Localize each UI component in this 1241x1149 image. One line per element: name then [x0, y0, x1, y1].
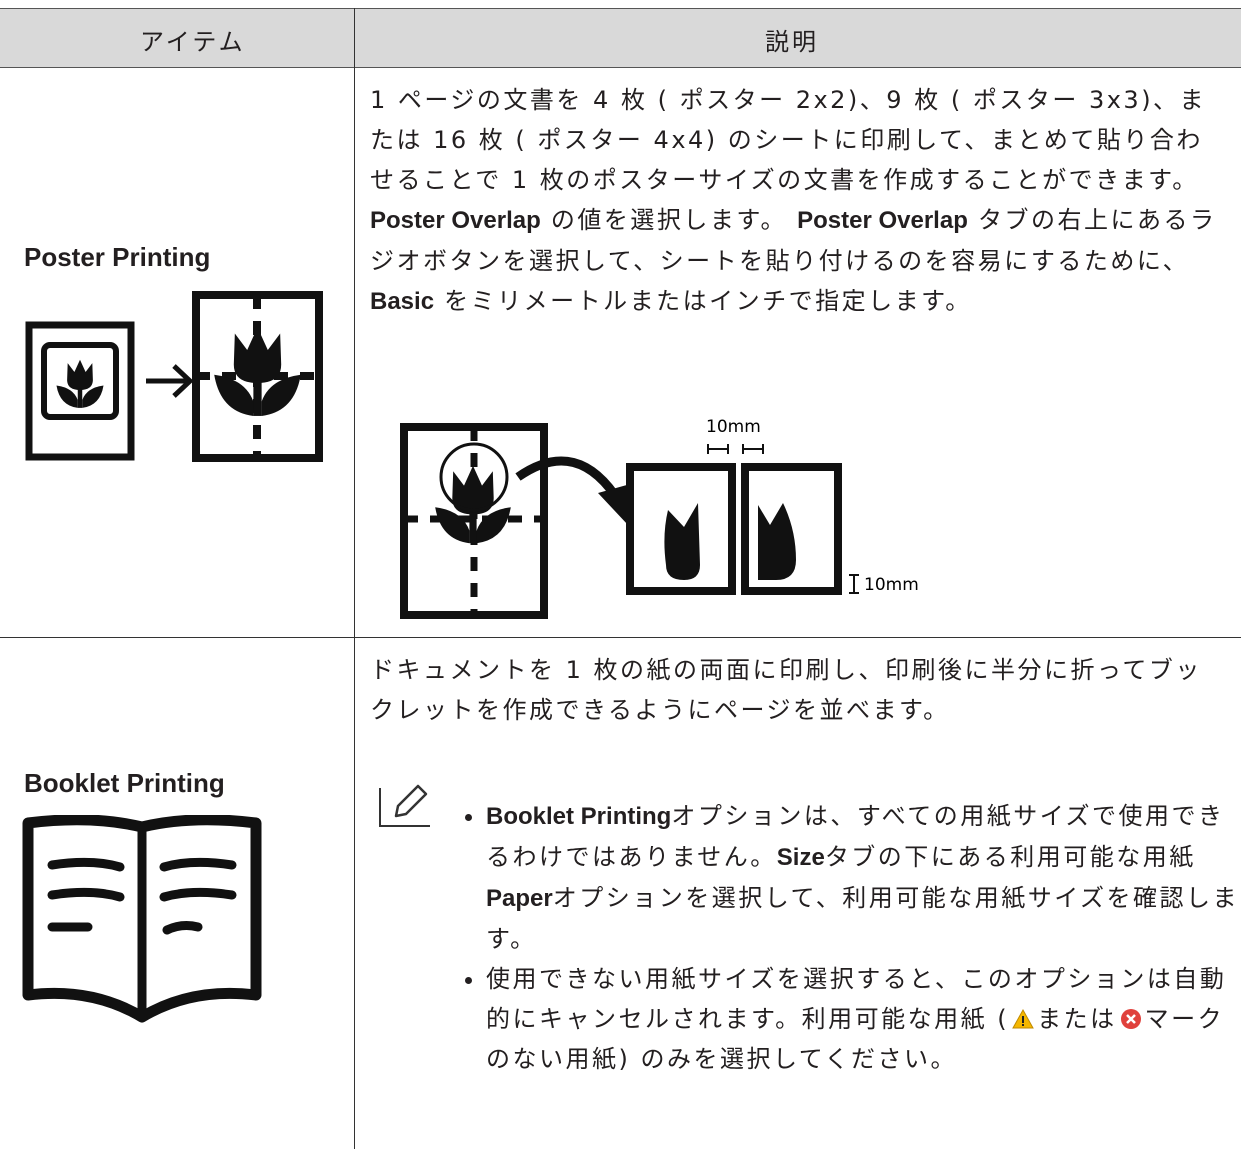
icon-shape	[394, 784, 428, 818]
poster-icon	[25, 291, 323, 462]
icon-shape	[664, 503, 700, 580]
text: オプションを選択して、利用可能な用紙サイズを確認します。	[486, 884, 1240, 953]
text: タブの右上にあるラジオボタンを選択して、シートを貼り付けるのを容易にするために、	[370, 206, 1217, 275]
note-list: Booklet Printingオプションは、すべての用紙サイズで使用できるわけ…	[456, 796, 1241, 1079]
paragraph: 1 ページの文書を 4 枚 ( ポスター 2x2)、9 枚 ( ポスター 3x3…	[370, 80, 1220, 200]
icon-shape	[25, 321, 135, 461]
icon-shape	[146, 364, 194, 398]
text: または	[1037, 1005, 1117, 1033]
icon-shape	[214, 327, 301, 416]
text: マークのない用紙) のみを選択してください。	[486, 1005, 1225, 1073]
icon-shape	[439, 442, 509, 512]
text: オプションは、すべての用紙サイズで使用できるわけではありません。	[486, 802, 1225, 871]
icon-shape	[626, 463, 736, 595]
icon-shape	[741, 463, 842, 595]
description: ドキュメントを 1 枚の紙の両面に印刷し、印刷後に半分に折ってブックレットを作成…	[370, 650, 1220, 730]
icon-shape	[515, 456, 624, 506]
icon-shape	[22, 815, 262, 1023]
icon-shape	[1022, 1024, 1025, 1026]
icon-shape	[1125, 1014, 1136, 1024]
icon-shape	[379, 788, 430, 827]
note-item: Booklet Printingオプションは、すべての用紙サイズで使用できるわけ…	[486, 796, 1241, 959]
row-divider	[0, 637, 1241, 638]
overlap-diagram: 10mm 10mm	[400, 417, 919, 619]
header-item: アイテム	[140, 28, 246, 56]
icon-shape	[758, 503, 796, 580]
description: 1 ページの文書を 4 枚 ( ポスター 2x2)、9 枚 ( ポスター 3x3…	[370, 80, 1220, 322]
icon-shape	[41, 342, 119, 420]
bold-text: Basic	[370, 288, 435, 315]
dimension-label: 10mm	[864, 575, 919, 595]
icon-shape	[47, 857, 237, 935]
icon-shape	[707, 444, 764, 454]
warning-icon	[1012, 1008, 1034, 1029]
dimension-label: 10mm	[706, 417, 761, 437]
paragraph: Poster Overlap の値を選択します。 Poster Overlap …	[370, 200, 1220, 322]
paragraph: ドキュメントを 1 枚の紙の両面に印刷し、印刷後に半分に折ってブックレットを作成…	[370, 650, 1220, 730]
icon-shape	[56, 359, 104, 408]
item-label: Booklet Printing	[24, 768, 225, 798]
bold-text: Booklet Printing	[486, 803, 672, 830]
header-row	[0, 8, 1241, 68]
error-icon	[1120, 1009, 1141, 1029]
icon-shape	[598, 483, 634, 525]
text: の値を選択します。	[540, 206, 798, 234]
icon-shape	[1022, 1016, 1025, 1023]
booklet-icon	[22, 815, 262, 1023]
text: タブの下にある利用可能な用紙	[824, 843, 1196, 871]
column-divider	[354, 8, 355, 1149]
bold-text: Paper	[486, 885, 553, 912]
note-icon	[379, 784, 430, 827]
text: 使用できない用紙サイズを選択すると、このオプションは自動的にキャンセルされます。…	[486, 965, 1227, 1033]
bold-text: Poster Overlap	[797, 207, 968, 234]
header-description: 説明	[765, 28, 819, 56]
bold-text: Size	[776, 844, 825, 871]
text: 1 ページの文書を 4 枚 ( ポスター 2x2)、9 枚 ( ポスター 3x3…	[370, 86, 1207, 194]
note-item: 使用できない用紙サイズを選択すると、このオプションは自動的にキャンセルされます。…	[486, 959, 1241, 1079]
bold-text: Poster Overlap	[370, 207, 541, 234]
icon-shape	[849, 574, 859, 594]
text: ドキュメントを 1 枚の紙の両面に印刷し、印刷後に半分に折ってブックレットを作成…	[370, 656, 1202, 724]
item-label: Poster Printing	[24, 242, 211, 272]
text: をミリメートルまたはインチで指定します。	[434, 287, 972, 315]
icon-shape	[435, 465, 511, 544]
